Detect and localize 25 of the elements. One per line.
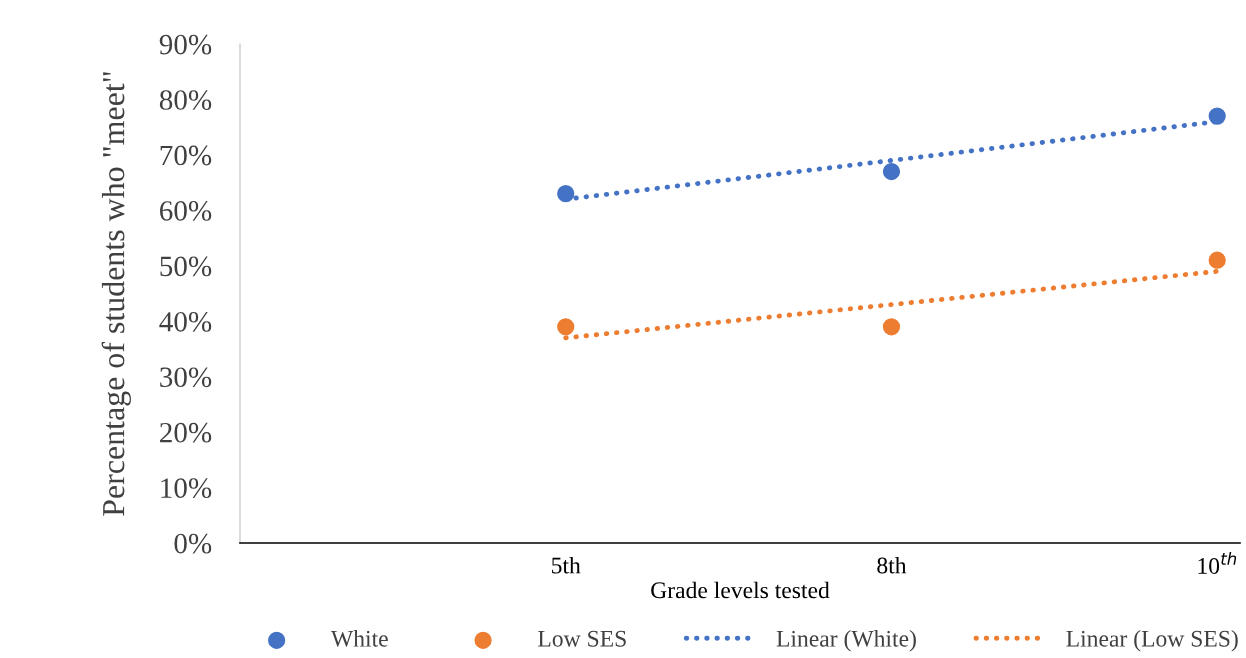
y-tick-label: 20% <box>160 422 212 443</box>
legend-label: Linear (Low SES) <box>1066 630 1238 652</box>
legend-label: White <box>330 630 388 647</box>
x-tick-label: 5th <box>552 556 581 574</box>
y-tick-label: 40% <box>159 311 212 332</box>
point <box>882 318 901 336</box>
y-tick-label: 50% <box>160 256 212 277</box>
y-tick-label: 60% <box>160 201 212 221</box>
y-tick-label: 30% <box>160 367 212 388</box>
x-tick-label: 8th <box>877 556 907 574</box>
y-axis-title: Percentage of students who "meet" <box>101 72 131 516</box>
legend-label: Linear (White) <box>776 630 916 652</box>
point <box>882 162 901 181</box>
x-axis-title: Grade levels tested <box>651 581 830 599</box>
legend-label: Low SES <box>538 630 626 647</box>
y-tick-label: 90% <box>159 34 212 55</box>
y-tick-label: 10% <box>161 478 212 499</box>
point <box>1208 251 1226 269</box>
x-tick-label: 10$^{th}$ <box>1198 552 1237 574</box>
point <box>1208 107 1226 125</box>
point <box>557 185 575 203</box>
y-tick-label: 80% <box>159 90 212 110</box>
point <box>557 318 575 336</box>
y-tick-label: 0% <box>174 533 212 554</box>
y-tick-label: 70% <box>160 145 212 166</box>
